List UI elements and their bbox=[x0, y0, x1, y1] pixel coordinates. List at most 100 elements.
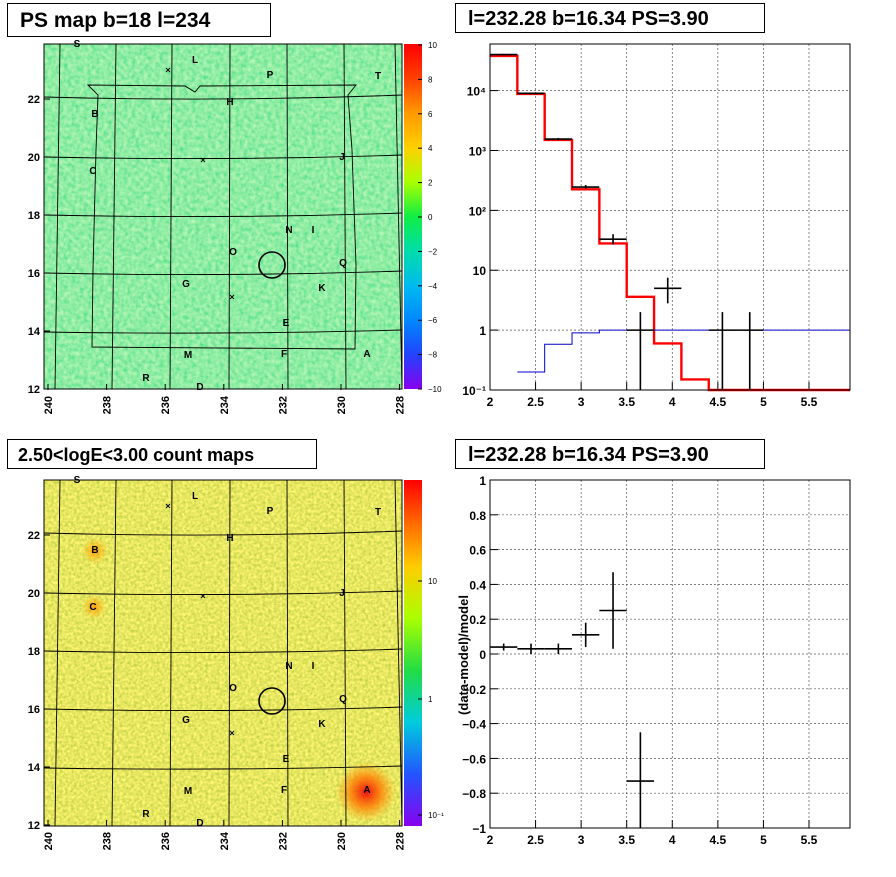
residual-y-ticks: 1 0.8 0.6 0.4 0.2 0 −0.2 −0.4 −0.6 −0.8 −1 bbox=[462, 474, 498, 836]
count-map-y-ticks: 12 14 16 18 20 22 bbox=[28, 530, 50, 832]
x-tick-label: 3 bbox=[578, 833, 585, 847]
y-tick-label: −0.8 bbox=[462, 787, 486, 801]
x-tick-label: 230 bbox=[336, 396, 348, 414]
y-tick-label: −0.2 bbox=[462, 683, 486, 697]
x-tick-label: 3.5 bbox=[618, 395, 635, 409]
y-tick-label: 0.8 bbox=[469, 509, 486, 523]
x-tick-label: 232 bbox=[277, 832, 289, 850]
x-tick-label: 230 bbox=[336, 832, 348, 850]
x-tick-label: 238 bbox=[102, 832, 114, 850]
source-label-g: G bbox=[182, 279, 190, 290]
spectrum-gridlines bbox=[490, 44, 850, 390]
source-label-m: M bbox=[184, 786, 192, 797]
source-label-e: E bbox=[283, 318, 290, 329]
ps-map-y-ticks: 12 14 16 18 20 22 bbox=[28, 94, 50, 396]
source-label-q: Q bbox=[339, 694, 347, 705]
y-tick-label: 10² bbox=[469, 204, 486, 218]
residual-gridlines bbox=[490, 480, 850, 828]
y-tick-label: 22 bbox=[28, 530, 40, 542]
spectrum-model-total bbox=[490, 54, 850, 392]
x-tick-label: 238 bbox=[102, 396, 114, 414]
x-tick-label: 3.5 bbox=[618, 833, 635, 847]
hotspot-c bbox=[82, 595, 106, 619]
x-tick-label: 5.5 bbox=[801, 833, 818, 847]
x-tick-label: 5.5 bbox=[801, 395, 818, 409]
y-tick-label: 0 bbox=[479, 648, 486, 662]
y-tick-label: 14 bbox=[28, 762, 41, 774]
colorbar-tick-label: 1 bbox=[428, 695, 433, 704]
x-tick-label: 236 bbox=[160, 832, 172, 850]
hotspot-b bbox=[82, 538, 108, 564]
source-label-l: L bbox=[192, 491, 198, 502]
hotspot-a bbox=[336, 762, 396, 822]
y-tick-label: −0.4 bbox=[462, 718, 486, 732]
residual-data-points bbox=[490, 572, 655, 828]
y-tick-label: 0.2 bbox=[469, 613, 486, 627]
source-label-a: A bbox=[363, 349, 370, 360]
colorbar-tick-label: 10 bbox=[428, 41, 437, 50]
y-tick-label: 10 bbox=[473, 264, 487, 278]
x-tick-label: 5 bbox=[760, 395, 767, 409]
source-label-t: T bbox=[375, 507, 381, 518]
x-tick-label: 228 bbox=[395, 832, 407, 850]
y-tick-label: 20 bbox=[28, 152, 40, 164]
y-tick-label: 1 bbox=[479, 474, 486, 488]
y-tick-label: 1 bbox=[479, 324, 486, 338]
x-tick-label: 4.5 bbox=[710, 395, 727, 409]
residual-x-ticks: 2 2.5 3 3.5 4 4.5 5 5.5 bbox=[487, 820, 818, 847]
source-label-h: H bbox=[226, 97, 233, 108]
colorbar-tick-label: 10⁻¹ bbox=[428, 811, 444, 820]
background-step-line bbox=[517, 329, 850, 373]
count-map-x-ticks: 240 238 236 234 232 230 228 bbox=[43, 820, 407, 850]
source-label-m: M bbox=[184, 350, 192, 361]
count-map-colorbar bbox=[404, 480, 422, 826]
count-map-frame bbox=[43, 479, 403, 827]
source-label-d: D bbox=[196, 818, 203, 829]
source-label-k: K bbox=[318, 719, 326, 730]
spectrum-panel: 2 2.5 3 3.5 4 4.5 5 5.5 10⁻¹ 1 10 10² 10³ 10⁴ l=232.… bbox=[448, 0, 896, 436]
ps-map-frame bbox=[43, 43, 403, 390]
source-label-r: R bbox=[142, 373, 150, 384]
residual-svg: 2 2.5 3 3.5 4 4.5 5 5.5 1 0.8 0.6 0.4 0.2 0 −0.2 −0.4 −… bbox=[456, 474, 851, 847]
spectrum-x-ticks: 2 2.5 3 3.5 4 4.5 5 5.5 bbox=[487, 382, 818, 409]
source-label-l: L bbox=[192, 55, 198, 66]
spectrum-y-ticks: 10⁻¹ 1 10 10² 10³ 10⁴ bbox=[462, 85, 498, 398]
x-tick-label: 2.5 bbox=[527, 833, 544, 847]
x-tick-label: 2.5 bbox=[527, 395, 544, 409]
source-label-t: T bbox=[375, 71, 381, 82]
y-tick-label: 18 bbox=[28, 646, 40, 658]
source-label-i: I bbox=[312, 661, 315, 672]
source-label-q: Q bbox=[339, 258, 347, 269]
x-tick-label: 232 bbox=[277, 396, 289, 414]
colorbar-tick-label: −10 bbox=[428, 385, 442, 394]
colorbar-tick-label: −6 bbox=[428, 316, 438, 325]
colorbar-tick-label: −2 bbox=[428, 247, 438, 256]
x-tick-label: 3 bbox=[578, 395, 585, 409]
x-tick-label: 234 bbox=[219, 831, 231, 850]
source-label-k: K bbox=[318, 283, 326, 294]
residual-y-axis-label: (data-model)/model bbox=[456, 595, 471, 715]
source-label-r: R bbox=[142, 809, 150, 820]
x-tick-label: 2 bbox=[487, 833, 494, 847]
y-tick-label: 10⁴ bbox=[467, 85, 486, 99]
source-label-o: O bbox=[229, 683, 237, 694]
source-label-a: A bbox=[363, 785, 370, 796]
residual-title: l=232.28 b=16.34 PS=3.90 bbox=[455, 439, 765, 469]
y-tick-label: 22 bbox=[28, 94, 40, 106]
x-tick-label: 4 bbox=[669, 833, 676, 847]
source-label-e: E bbox=[283, 754, 290, 765]
x-tick-label: 234 bbox=[219, 395, 231, 414]
source-label-f: F bbox=[281, 349, 287, 360]
source-label-n: N bbox=[285, 225, 292, 236]
x-tick-label: 240 bbox=[43, 396, 55, 414]
ps-map-colorbar bbox=[404, 44, 422, 389]
spectrum-frame bbox=[489, 43, 851, 391]
y-tick-label: 16 bbox=[28, 268, 40, 280]
colorbar-tick-label: 2 bbox=[428, 179, 433, 188]
